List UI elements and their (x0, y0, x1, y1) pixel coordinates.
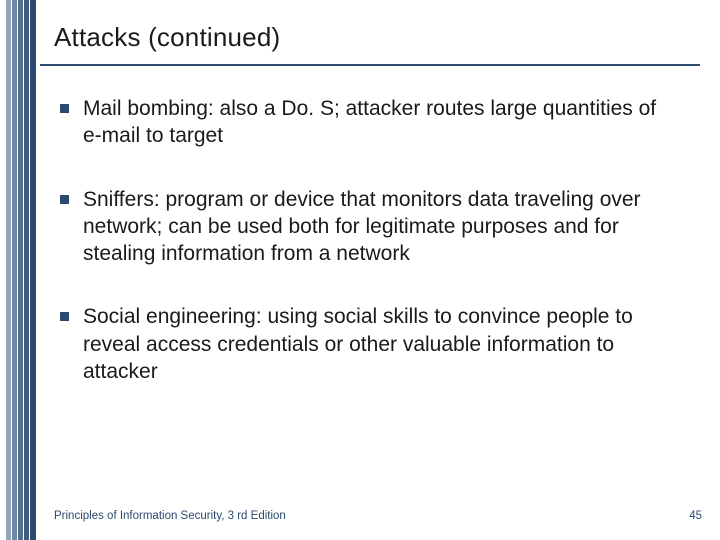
title-underline (40, 64, 700, 66)
left-stripe (24, 0, 29, 540)
bullet-square-icon (60, 312, 69, 321)
bullet-text: Mail bombing: also a Do. S; attacker rou… (83, 95, 680, 150)
footer-source: Principles of Information Security, 3 rd… (54, 510, 286, 522)
bullet-text: Sniffers: program or device that monitor… (83, 186, 680, 268)
bullet-square-icon (60, 195, 69, 204)
bullet-item: Sniffers: program or device that monitor… (60, 186, 680, 268)
left-stripe (30, 0, 36, 540)
bullet-item: Mail bombing: also a Do. S; attacker rou… (60, 95, 680, 150)
page-number: 45 (689, 510, 702, 522)
title-wrap: Attacks (continued) (54, 22, 694, 53)
left-stripe (18, 0, 23, 540)
slide-container: Attacks (continued) Mail bombing: also a… (0, 0, 720, 540)
bullet-item: Social engineering: using social skills … (60, 303, 680, 385)
left-stripe (6, 0, 11, 540)
slide-title: Attacks (continued) (54, 22, 694, 53)
left-stripe (12, 0, 17, 540)
bullet-square-icon (60, 104, 69, 113)
content-area: Mail bombing: also a Do. S; attacker rou… (60, 95, 680, 421)
bullet-text: Social engineering: using social skills … (83, 303, 680, 385)
